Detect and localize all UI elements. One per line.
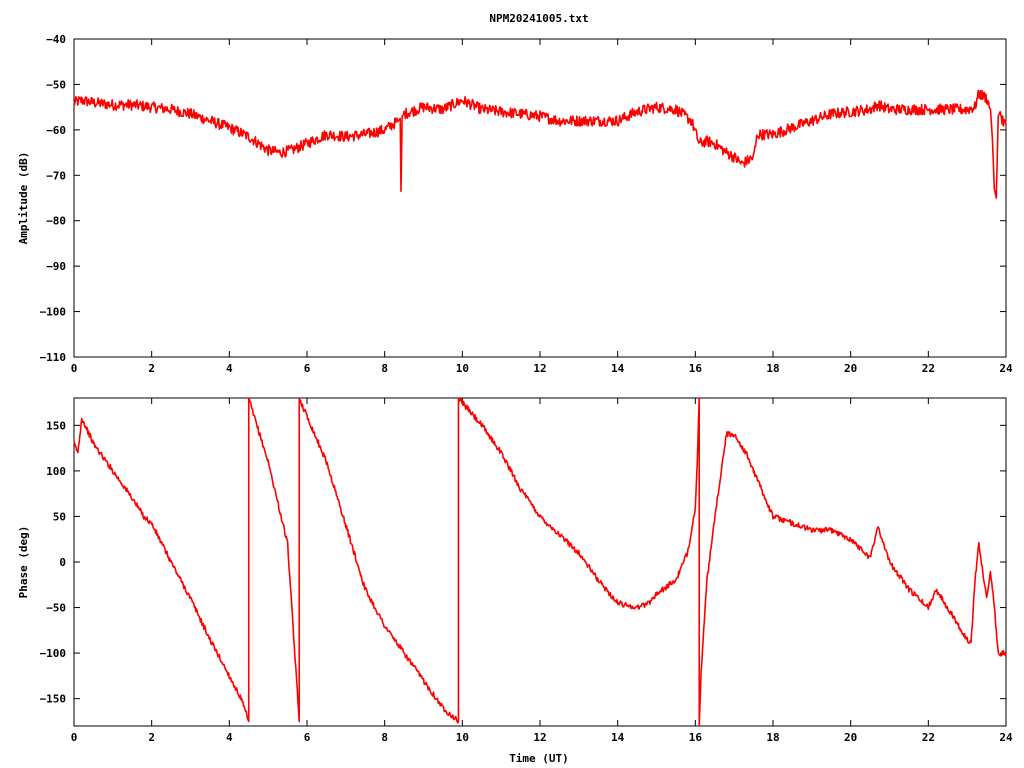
chart-title: NPM20241005.txt [489, 12, 588, 25]
amplitude-axis-ticks: 0 2 4 6 8 10 12 14 16 18 20 22 24−110−100−90−80−70−6… [40, 33, 1013, 375]
phase-xlabel: Time (UT) [509, 752, 569, 765]
amplitude-xtick-label: 8 [381, 362, 388, 375]
amplitude-ytick-label: −90 [46, 260, 66, 273]
amplitude-xtick-label: 14 [611, 362, 625, 375]
amplitude-xtick-label: 12 [533, 362, 546, 375]
amplitude-xtick-label: 24 [999, 362, 1013, 375]
amplitude-xtick-label: 0 [71, 362, 78, 375]
phase-xtick-label: 10 [456, 731, 469, 744]
phase-xtick-label: 2 [148, 731, 155, 744]
amplitude-xtick-label: 4 [226, 362, 233, 375]
amplitude-ytick-label: −80 [46, 215, 66, 228]
phase-ytick-label: −150 [40, 693, 67, 706]
phase-axis-ticks: 0 2 4 6 8 10 12 14 16 18 20 22 24−150−100−5005010015… [40, 398, 1013, 744]
amplitude-plot: 0 2 4 6 8 10 12 14 16 18 20 22 24−110−100−90−80−70−6… [17, 33, 1013, 375]
phase-xtick-label: 16 [689, 731, 703, 744]
amplitude-ylabel: Amplitude (dB) [17, 152, 30, 245]
phase-xtick-label: 6 [304, 731, 311, 744]
phase-plot: 0 2 4 6 8 10 12 14 16 18 20 22 24−150−100−5005010015… [17, 397, 1013, 765]
phase-ytick-label: 100 [46, 465, 66, 478]
phase-ytick-label: −50 [46, 602, 66, 615]
phase-ytick-label: 150 [46, 419, 66, 432]
phase-ytick-label: −100 [40, 647, 67, 660]
amplitude-ytick-label: −70 [46, 169, 66, 182]
phase-xtick-label: 12 [533, 731, 546, 744]
phase-plot-frame [73, 397, 1007, 727]
amplitude-xtick-label: 2 [148, 362, 155, 375]
amplitude-xtick-label: 6 [304, 362, 311, 375]
phase-xtick-label: 14 [611, 731, 625, 744]
phase-xtick-label: 22 [922, 731, 935, 744]
amplitude-ytick-label: −40 [46, 33, 66, 46]
phase-ytick-label: 50 [53, 510, 66, 523]
amplitude-series-line [73, 89, 1007, 199]
amplitude-ytick-label: −60 [46, 124, 66, 137]
amplitude-xtick-label: 20 [844, 362, 857, 375]
phase-xtick-label: 8 [381, 731, 388, 744]
phase-xtick-label: 4 [226, 731, 233, 744]
amplitude-plot-frame [73, 38, 1007, 358]
phase-xtick-label: 0 [71, 731, 78, 744]
amplitude-ytick-label: −110 [40, 351, 67, 364]
amplitude-xtick-label: 18 [766, 362, 779, 375]
amplitude-xtick-label: 22 [922, 362, 935, 375]
amplitude-xtick-label: 10 [456, 362, 469, 375]
amplitude-ytick-label: −100 [40, 306, 67, 319]
amplitude-xtick-label: 16 [689, 362, 703, 375]
phase-xtick-label: 24 [999, 731, 1013, 744]
amplitude-ytick-label: −50 [46, 78, 66, 91]
phase-series-line [73, 397, 1007, 727]
phase-xtick-label: 18 [766, 731, 779, 744]
phase-ylabel: Phase (deg) [17, 526, 30, 599]
phase-ytick-label: 0 [59, 556, 66, 569]
phase-xtick-label: 20 [844, 731, 857, 744]
